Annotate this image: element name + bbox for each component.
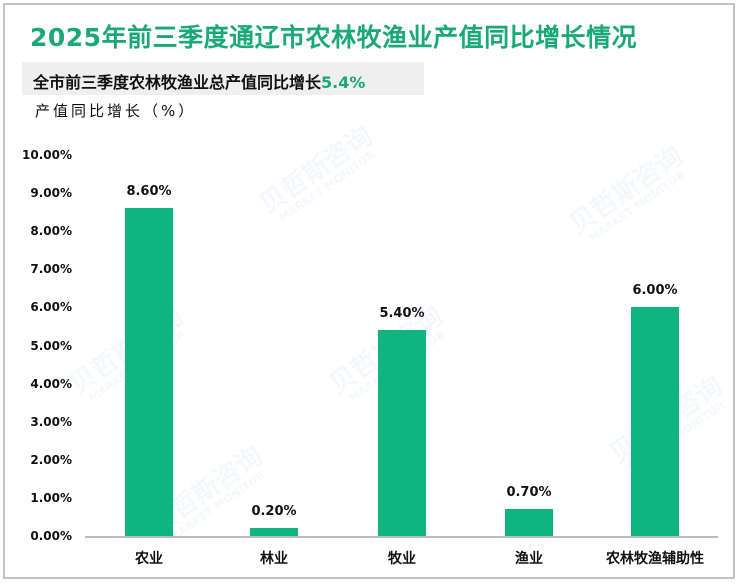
y-axis-label: 产值同比增长（%） xyxy=(35,102,197,120)
y-tick-label: 2.00% xyxy=(30,452,72,467)
bar-value-label: 5.40% xyxy=(379,306,425,322)
chart-title: 2025年前三季度通辽市农林牧渔业产值同比增长情况 xyxy=(30,23,638,52)
x-tick-label: 林业 xyxy=(260,551,288,567)
y-tick-label: 10.00% xyxy=(22,148,72,162)
y-tick-label: 3.00% xyxy=(30,414,72,429)
y-tick-label: 4.00% xyxy=(30,376,72,391)
bar-value-label: 8.60% xyxy=(126,184,172,200)
chart-subtitle: 全市前三季度农林牧渔业总产值同比增长5.4% xyxy=(33,69,365,93)
subtitle-text: 全市前三季度农林牧渔业总产值同比增长 xyxy=(33,73,322,92)
bar-value-label: 0.20% xyxy=(251,504,297,520)
y-tick-label: 5.00% xyxy=(30,338,72,353)
bar-value-label: 0.70% xyxy=(506,485,552,501)
y-tick-label: 9.00% xyxy=(30,186,72,201)
x-tick-label: 牧业 xyxy=(388,551,416,567)
y-tick-label: 7.00% xyxy=(30,262,72,277)
bar-0 xyxy=(125,208,173,536)
bar-1 xyxy=(250,528,298,536)
y-tick-label: 0.00% xyxy=(30,529,72,543)
x-tick-label: 农林牧渔辅助性 xyxy=(606,551,704,567)
bar-4 xyxy=(631,307,679,536)
subtitle-highlight: 5.4% xyxy=(321,73,366,92)
x-axis-line xyxy=(85,536,718,538)
y-tick-label: 8.00% xyxy=(30,224,72,239)
bar-2 xyxy=(378,330,426,536)
bar-3 xyxy=(505,509,553,536)
x-tick-label: 渔业 xyxy=(515,551,543,567)
y-tick-label: 1.00% xyxy=(30,490,72,505)
x-tick-label: 农业 xyxy=(135,551,163,567)
y-tick-label: 6.00% xyxy=(30,300,72,315)
subtitle-box xyxy=(22,62,424,95)
bar-value-label: 6.00% xyxy=(632,283,678,299)
